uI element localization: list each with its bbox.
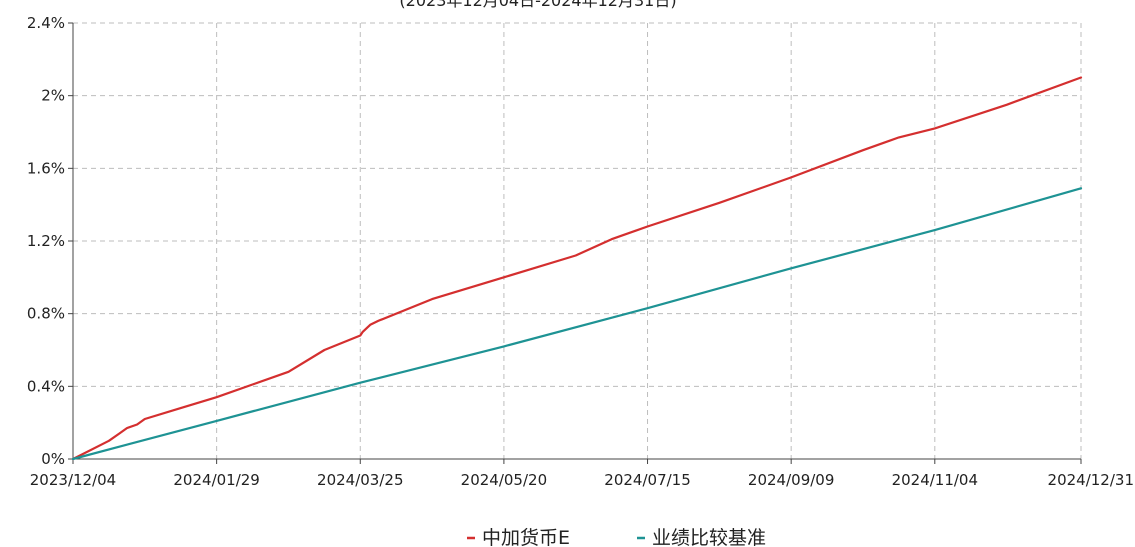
y-tick-label: 2.4% [27, 14, 65, 32]
x-tick-label: 2023/12/04 [30, 471, 116, 489]
x-tick-label: 2024/09/09 [748, 471, 834, 489]
legend: 中加货币E 业绩比较基准 [467, 527, 766, 547]
y-tick-label: 1.6% [27, 159, 65, 177]
series-lines [71, 76, 1083, 461]
y-tick-label: 0% [41, 450, 65, 468]
x-tick-label: 2024/03/25 [317, 471, 403, 489]
y-tick-label: 0.4% [27, 377, 65, 395]
x-tick-label: 2024/07/15 [604, 471, 690, 489]
grid [73, 22, 1082, 459]
x-tick-label: 2024/01/29 [173, 471, 259, 489]
x-tick-label: 2024/12/31 [1048, 471, 1134, 489]
y-tick-label: 1.2% [27, 232, 65, 250]
y-tick-label: 0.8% [27, 305, 65, 323]
x-tick-label: 2024/11/04 [892, 471, 978, 489]
x-axis-ticks: 2023/12/04 2024/01/29 2024/03/25 2024/05/20… [30, 459, 1134, 489]
legend-label: 中加货币E [482, 527, 570, 547]
chart-subtitle: (2023年12月04日-2024年12月31日) [399, 0, 676, 10]
y-tick-label: 2% [41, 87, 65, 105]
x-tick-label: 2024/05/20 [461, 471, 547, 489]
legend-label: 业绩比较基准 [652, 527, 766, 547]
y-axis-ticks: 0% 0.4% 0.8% 1.2% 1.6% 2% 2.4% [27, 14, 73, 468]
series-line-2 [71, 187, 1083, 461]
series-line-1 [71, 76, 1083, 461]
